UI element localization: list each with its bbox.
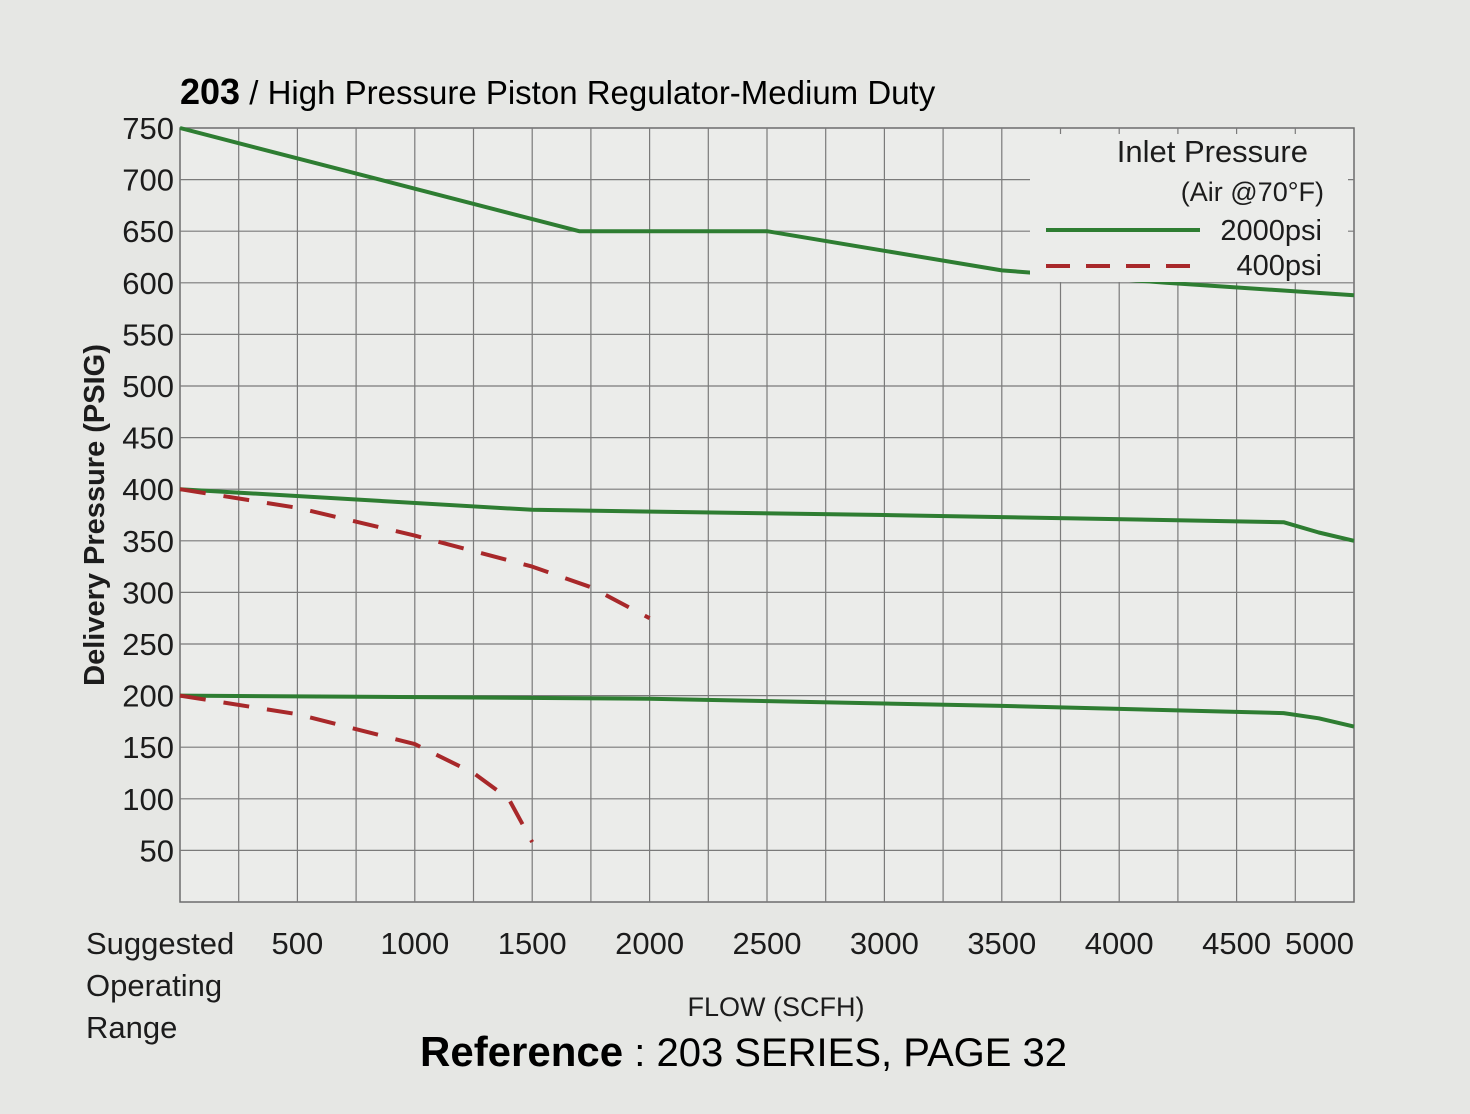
x-tick-label: 500 (272, 926, 324, 961)
y-tick-label: 250 (122, 627, 174, 662)
x-tick-label: 3500 (967, 926, 1036, 961)
x-axis-label: FLOW (SCFH) (688, 992, 865, 1022)
chart-title-text: / High Pressure Piston Regulator-Medium … (240, 74, 936, 111)
series-line-400psi-4 (179, 693, 534, 844)
y-tick-label: 300 (122, 575, 174, 610)
legend-title: Inlet Pressure (1117, 134, 1308, 169)
legend-label-400psi: 400psi (1237, 250, 1322, 282)
series-line-2000psi-2 (179, 693, 1355, 729)
reference-label: Reference (420, 1028, 623, 1075)
y-tick-label: 450 (122, 421, 174, 456)
y-tick-label: 500 (122, 369, 174, 404)
suggested-range-label-1: Suggested (86, 926, 234, 961)
x-tick-label: 2000 (615, 926, 684, 961)
x-tick-label: 5000 (1285, 926, 1354, 961)
y-tick-label: 150 (122, 730, 174, 765)
y-tick-label: 650 (122, 214, 174, 249)
y-tick-label: 100 (122, 782, 174, 817)
x-tick-label: 2500 (733, 926, 802, 961)
series-line-2000psi-1 (179, 487, 1355, 543)
reference-text: : 203 SERIES, PAGE 32 (623, 1031, 1067, 1075)
y-tick-labels: 750 700 650 600 550 500 450 400 350 300 250 200 150 1… (122, 111, 174, 868)
y-tick-label: 600 (122, 266, 174, 301)
y-tick-label: 700 (122, 163, 174, 198)
x-tick-label: 1500 (498, 926, 567, 961)
y-tick-label: 350 (122, 524, 174, 559)
legend-label-2000psi: 2000psi (1220, 215, 1322, 247)
x-tick-label: 1000 (380, 926, 449, 961)
y-axis-label: Delivery Pressure (PSIG) (79, 344, 111, 686)
chart-title-number: 203 (180, 71, 240, 112)
series-line-2000psi-0 (179, 126, 1355, 298)
y-tick-label: 750 (122, 111, 174, 146)
y-tick-label: 400 (122, 472, 174, 507)
series-lines (179, 126, 1355, 844)
legend-background (1030, 134, 1348, 282)
x-tick-labels: 500 1000 1500 2000 2500 3000 3500 4000 4500 5000 (272, 926, 1354, 961)
y-tick-label: 50 (140, 833, 174, 868)
suggested-range-label-3: Range (86, 1010, 177, 1045)
y-tick-label: 200 (122, 679, 174, 714)
series-line-400psi-3 (179, 487, 651, 620)
chart-title: 203 / High Pressure Piston Regulator-Med… (180, 71, 936, 112)
legend: Inlet Pressure (Air @70°F) 2000psi 400ps… (1030, 134, 1348, 282)
x-tick-label: 4500 (1202, 926, 1271, 961)
suggested-range-label-2: Operating (86, 968, 222, 1003)
y-tick-label: 550 (122, 317, 174, 352)
x-tick-label: 3000 (850, 926, 919, 961)
x-tick-label: 4000 (1085, 926, 1154, 961)
reference-note: Reference : 203 SERIES, PAGE 32 (420, 1028, 1067, 1075)
legend-subtitle: (Air @70°F) (1181, 177, 1324, 207)
